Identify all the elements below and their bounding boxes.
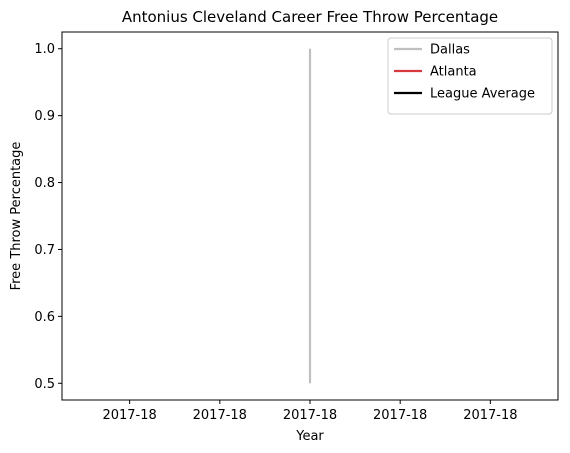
legend-label-dallas: Dallas	[430, 43, 470, 58]
legend-box	[387, 37, 553, 115]
y-tick-label: 0.8	[34, 176, 55, 191]
x-axis-label: Year	[295, 429, 324, 444]
legend: Dallas Atlanta League Average	[387, 37, 553, 115]
y-tick-label: 0.6	[34, 310, 55, 325]
x-tick-label: 2017-18	[193, 408, 247, 423]
x-tick-label: 2017-18	[463, 408, 517, 423]
y-axis-label: Free Throw Percentage	[9, 142, 24, 291]
chart-title: Antonius Cleveland Career Free Throw Per…	[122, 8, 498, 26]
y-axis-ticks: 0.5 0.6 0.7 0.8 0.9 1.0	[34, 42, 62, 392]
legend-label-atlanta: Atlanta	[430, 65, 477, 80]
y-tick-label: 0.7	[34, 243, 55, 258]
y-tick-label: 1.0	[34, 42, 55, 57]
x-tick-label: 2017-18	[283, 408, 337, 423]
y-tick-label: 0.9	[34, 109, 55, 124]
x-tick-label: 2017-18	[102, 408, 156, 423]
x-tick-label: 2017-18	[373, 408, 427, 423]
x-axis-ticks: 2017-18 2017-18 2017-18 2017-18 2017-18	[102, 400, 518, 423]
legend-label-league-average: League Average	[430, 87, 535, 102]
y-tick-label: 0.5	[34, 377, 55, 392]
